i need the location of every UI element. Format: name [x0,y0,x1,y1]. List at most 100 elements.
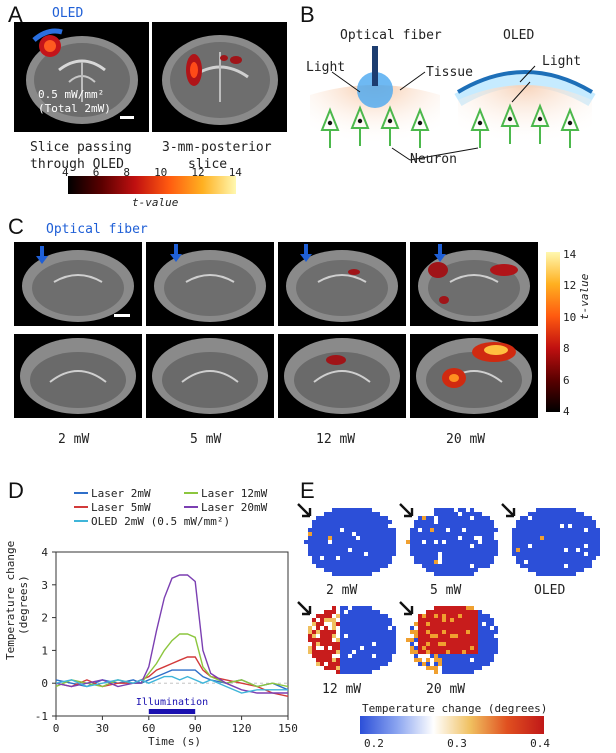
temperature-chart: -1 0 1 2 3 4 0 30 60 90 120 150 Illumination [35,546,298,735]
intensity-line-2: (Total 2mW) [38,102,111,115]
series-line [55,669,289,691]
tick-a-4: 12 [191,166,205,179]
x-tick-label: 150 [278,722,298,735]
caption-right-2: slice [188,157,228,172]
y-tick-label: 4 [41,546,48,559]
arrow-icon-4 [434,244,446,262]
light-right-label: Light [542,54,582,69]
legend-swatch-4 [74,520,88,522]
tick-e-2: 0.4 [530,737,550,750]
series-line [55,675,288,694]
legend-label-1: Laser 12mW [201,486,268,500]
colorbar-a-ticks: 4 6 8 10 12 14 [62,166,242,179]
series-line [55,656,289,697]
brain-slice-a2 [162,35,278,125]
legend-swatch-1 [184,492,198,494]
tick-a-5: 14 [228,166,242,179]
x-tick-label: 30 [96,722,109,735]
temperature-map [406,606,498,674]
tick-a-0: 4 [62,166,69,179]
tick-c-2: 10 [563,310,577,324]
series-line [55,633,289,688]
y-axis-label-2: (degrees) [17,575,30,635]
temperature-map [406,508,498,576]
arrow-icon [399,601,414,616]
plot-frame [55,551,289,717]
oled-label: OLED [52,6,84,21]
temperature-map [508,508,600,576]
posterior-slice-image [152,22,287,132]
tick-c-3: 8 [563,342,570,356]
y-tick-label: 1 [41,644,48,657]
colorbar-e-ticks: 0.2 0.3 0.4 [364,737,550,750]
power-label-1: 5 mW [190,432,222,447]
series-line [55,574,288,694]
y-tick-label: 2 [41,612,48,625]
tick-c-0: 14 [563,248,577,261]
x-axis-label: Time (s) [148,735,201,748]
x-tick-label: 90 [189,722,202,735]
temperature-maps [297,503,600,674]
panel-letter-e: E [300,478,315,503]
brain-slice-a1 [26,28,138,124]
arrow-icon-3 [300,244,312,262]
tick-c-1: 12 [563,279,577,293]
legend-d: Laser 2mW Laser 12mW Laser 5mW Laser 20m… [74,486,294,528]
tick-a-3: 10 [154,166,168,179]
x-tick-label: 60 [142,722,155,735]
optical-fiber-label: Optical fiber [340,28,442,43]
arrow-icon [399,503,414,518]
caption-left-2: through OLED [30,157,124,172]
y-tick-label: 0 [41,677,48,690]
y-axis-label: Temperature change (degrees) [4,540,30,660]
intensity-line-1: 0.5 mW/mm² [38,88,105,101]
y-axis-label-1: Temperature change [4,540,17,660]
legend-swatch-3 [184,506,198,508]
x-tick-label: 0 [53,722,60,735]
tick-c-4: 6 [563,373,570,387]
tick-e-1: 0.3 [447,737,467,750]
panel-letter-a: A [8,2,23,27]
optical-fiber-c-label: Optical fiber [46,222,148,237]
arrow-icon-2 [170,244,182,262]
mri-row-bottom [14,334,538,418]
mri-row-top [14,242,538,326]
map-label-4: 20 mW [426,682,466,697]
oled-slice-image [14,22,149,132]
y-tick-label: -1 [35,710,48,723]
legend-swatch-2 [74,506,88,508]
illumination-bar [148,709,196,714]
panel-letter-d: D [8,478,24,503]
legend-label-2: Laser 5mW [91,500,151,514]
map-label-2: OLED [534,583,566,598]
colorbar-c [546,252,560,412]
legend-label-3: Laser 20mW [201,500,268,514]
colorbar-e [360,716,544,734]
map-label-0: 2 mW [326,583,358,598]
power-label-0: 2 mW [58,432,90,447]
map-label-3: 12 mW [322,682,362,697]
temperature-map [304,508,396,576]
tick-c-5: 4 [563,404,570,418]
arrow-icon [297,503,312,518]
tick-a-1: 6 [92,166,100,179]
panel-letter-b: B [300,2,315,27]
colorbar-a [68,176,236,194]
arrow-icon-1 [36,246,48,264]
power-label-2: 12 mW [316,432,356,447]
temperature-map [304,606,396,674]
y-tick-label: 3 [41,579,48,592]
mri-grid-c [14,242,538,418]
arrow-icon [501,503,516,518]
tick-a-2: 8 [123,166,130,179]
colorbar-c-ticks: 14 12 10 8 6 4 [563,248,576,418]
legend-label-0: Laser 2mW [91,486,151,500]
power-label-3: 20 mW [446,432,486,447]
caption-left-1: Slice passing [30,140,132,155]
neuron-label: Neuron [410,152,457,167]
colorbar-e-label: Temperature change (degrees) [362,702,548,715]
schematic-b [310,46,596,161]
map-label-1: 5 mW [430,583,462,598]
illumination-label: Illumination [136,697,208,708]
